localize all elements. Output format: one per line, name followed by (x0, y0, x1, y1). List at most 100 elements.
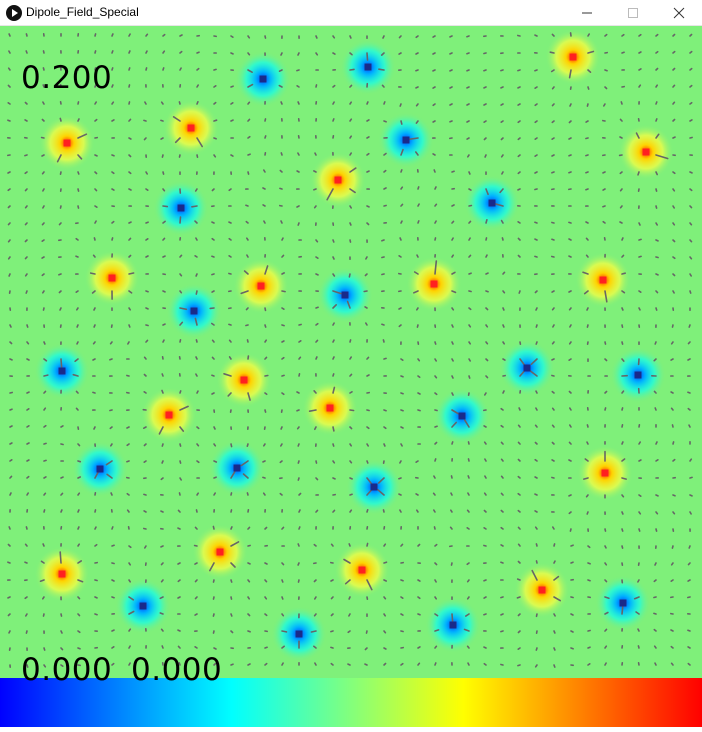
field-vector (435, 545, 437, 546)
negative-charge[interactable] (140, 603, 147, 610)
field-vector (349, 597, 350, 599)
field-vector (622, 478, 626, 479)
field-vector (78, 102, 79, 104)
positive-charge[interactable] (327, 405, 334, 412)
negative-charge[interactable] (365, 64, 372, 71)
negative-charge[interactable] (296, 631, 303, 638)
field-vector (552, 121, 554, 122)
field-vector (501, 409, 503, 410)
field-vector (673, 223, 674, 225)
positive-charge[interactable] (570, 54, 577, 61)
field-vector (518, 579, 520, 580)
positive-charge[interactable] (643, 149, 650, 156)
field-vector (554, 631, 555, 633)
positive-charge[interactable] (335, 177, 342, 184)
field-vector (401, 170, 402, 172)
field-vector (656, 69, 658, 71)
field-vector (197, 102, 198, 104)
field-vector (162, 563, 164, 565)
field-vector (91, 273, 95, 274)
positive-charge[interactable] (59, 571, 66, 578)
negative-charge[interactable] (342, 292, 349, 299)
field-vector (400, 104, 401, 106)
field-vector (95, 597, 97, 598)
negative-charge[interactable] (191, 308, 198, 315)
field-vector (350, 392, 352, 393)
field-vector (435, 221, 436, 223)
field-vector (671, 580, 673, 581)
negative-charge[interactable] (59, 368, 66, 375)
field-vector (178, 597, 180, 598)
field-vector (552, 172, 554, 173)
field-vector (265, 614, 267, 615)
field-vector (469, 273, 471, 274)
field-vector (484, 511, 486, 513)
positive-charge[interactable] (602, 470, 609, 477)
close-button[interactable] (656, 0, 702, 26)
field-vector (61, 614, 62, 616)
negative-charge[interactable] (524, 365, 531, 372)
field-vector (60, 308, 61, 310)
field-vector (163, 238, 165, 240)
negative-charge[interactable] (178, 205, 185, 212)
field-vector (656, 529, 657, 531)
field-vector (146, 189, 148, 190)
field-vector (350, 510, 351, 512)
positive-charge[interactable] (258, 283, 265, 290)
field-vector (587, 308, 588, 310)
field-vector (384, 171, 386, 172)
field-vector (367, 137, 369, 138)
field-vector (163, 340, 164, 342)
field-vector (112, 527, 113, 529)
field-canvas[interactable]: 0.200 0.000 0.000 (0, 26, 702, 727)
field-vector (10, 359, 12, 360)
field-vector (536, 425, 537, 427)
positive-charge[interactable] (359, 567, 366, 574)
negative-charge[interactable] (459, 413, 466, 420)
field-vector (688, 630, 690, 631)
field-vector (60, 223, 62, 225)
positive-charge[interactable] (188, 125, 195, 132)
negative-charge[interactable] (260, 76, 267, 83)
field-vector (569, 239, 571, 240)
positive-charge[interactable] (600, 277, 607, 284)
field-vector (569, 359, 571, 360)
field-vector (537, 561, 538, 563)
field-vector (129, 546, 131, 547)
field-vector (552, 359, 554, 360)
field-vector (127, 494, 129, 495)
negative-charge[interactable] (403, 137, 410, 144)
negative-charge[interactable] (97, 466, 104, 473)
positive-charge[interactable] (539, 587, 546, 594)
field-vector (282, 614, 283, 616)
field-vector (367, 206, 369, 207)
negative-charge[interactable] (635, 372, 642, 379)
positive-charge[interactable] (431, 281, 438, 288)
negative-charge[interactable] (234, 465, 241, 472)
field-vector (145, 357, 146, 359)
field-vector (146, 68, 147, 70)
positive-charge[interactable] (109, 275, 116, 282)
field-vector (25, 597, 27, 598)
field-vector (9, 274, 10, 276)
field-vector (435, 359, 436, 361)
field-vector (639, 529, 640, 531)
field-vector (535, 70, 537, 71)
positive-charge[interactable] (166, 412, 173, 419)
positive-charge[interactable] (241, 377, 248, 384)
field-vector (95, 527, 96, 529)
field-vector (280, 494, 282, 495)
positive-charge[interactable] (64, 140, 71, 147)
field-vector (689, 425, 690, 427)
negative-charge[interactable] (489, 200, 496, 207)
negative-charge[interactable] (450, 622, 457, 629)
field-vector (469, 238, 470, 240)
field-vector (418, 597, 420, 598)
negative-charge[interactable] (371, 484, 378, 491)
field-vector (333, 36, 334, 38)
positive-charge[interactable] (217, 549, 224, 556)
field-vector (401, 204, 403, 206)
negative-charge[interactable] (620, 600, 627, 607)
minimize-button[interactable] (564, 0, 610, 26)
maximize-button[interactable] (610, 0, 656, 26)
